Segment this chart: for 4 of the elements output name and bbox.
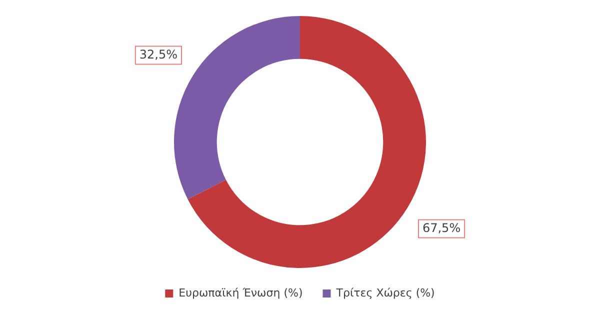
legend-label: Τρίτες Χώρες (%) — [335, 286, 435, 300]
legend-label: Ευρωπαϊκή Ένωση (%) — [178, 286, 303, 300]
data-label: 67,5% — [422, 220, 461, 235]
data-label: 32,5% — [139, 47, 178, 62]
